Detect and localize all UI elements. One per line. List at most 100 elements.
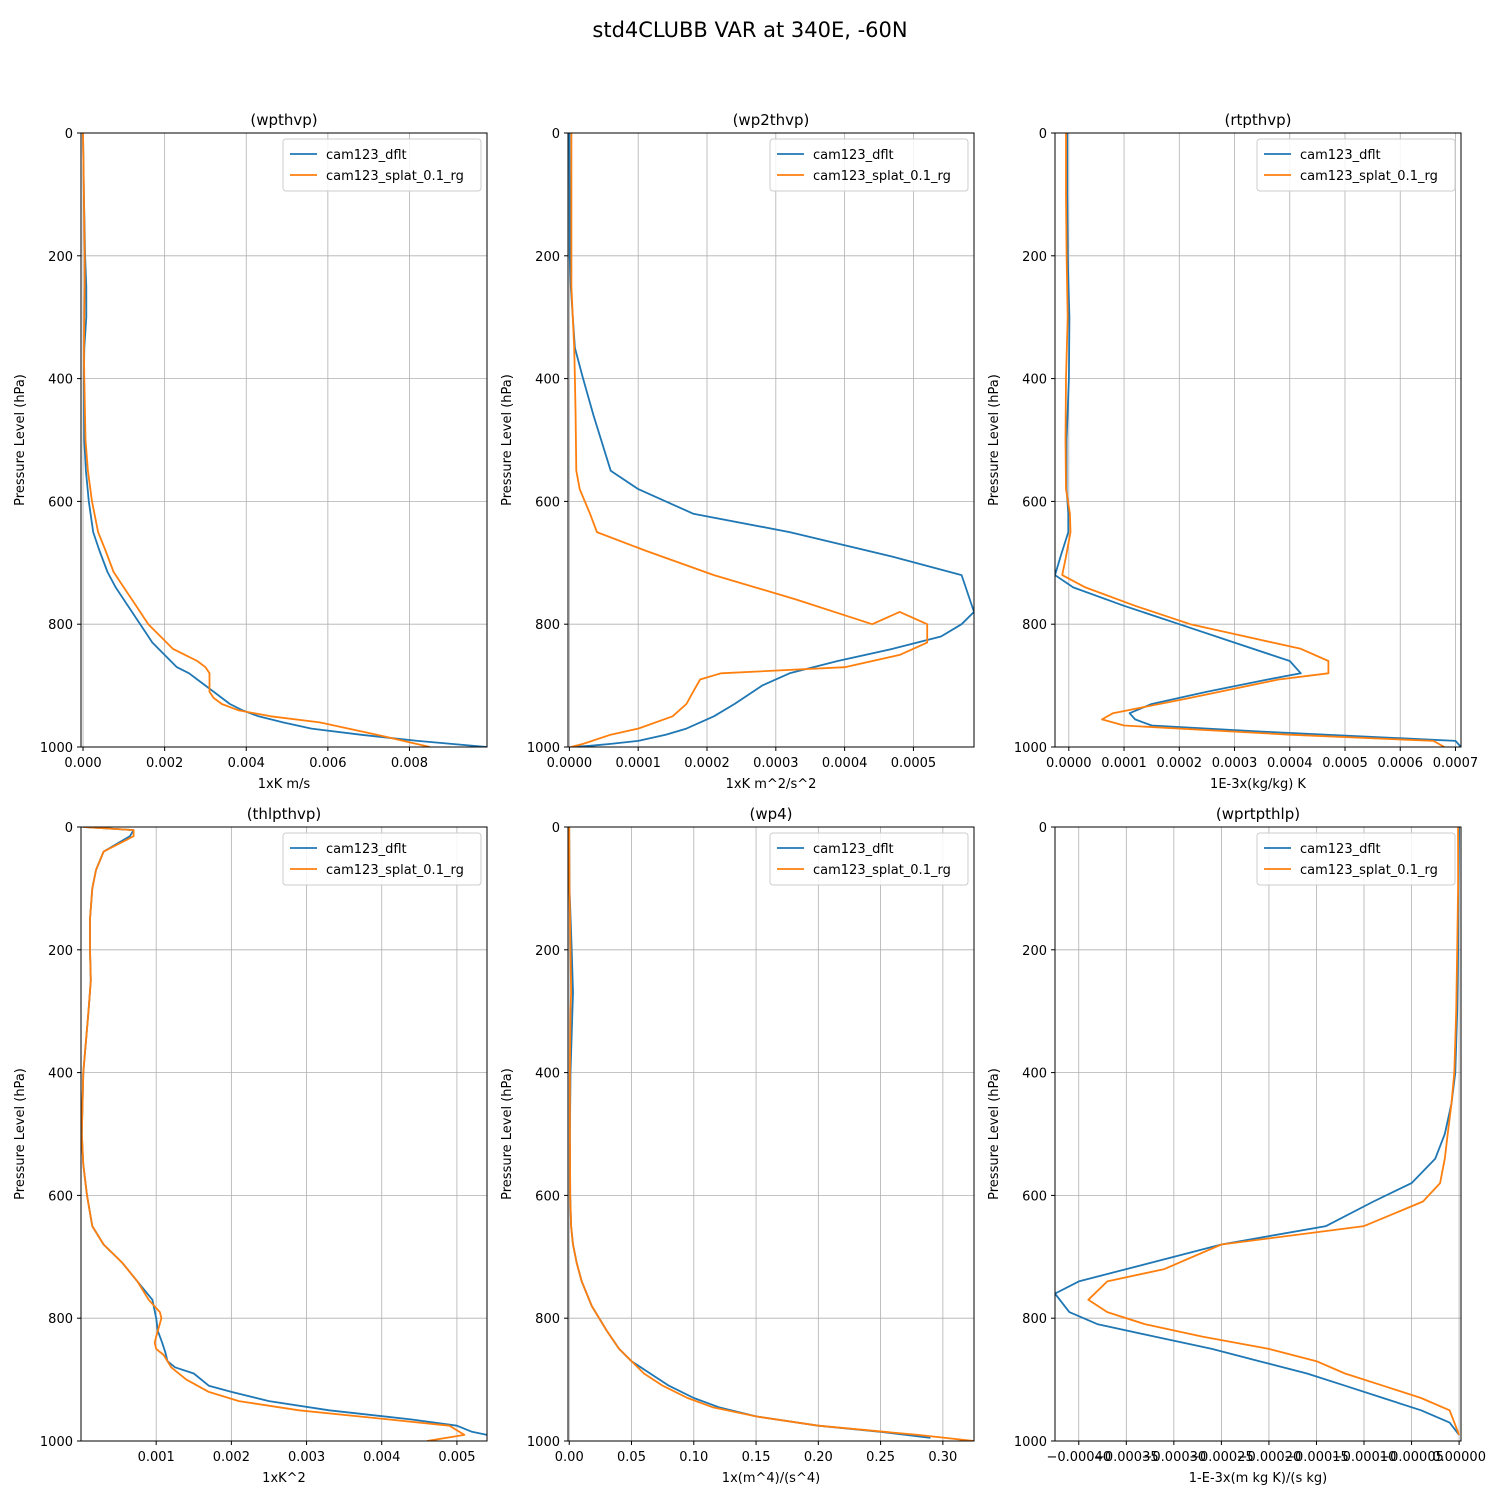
legend-box xyxy=(1256,138,1456,192)
y-axis-label: Pressure Level (hPa) xyxy=(500,1068,515,1200)
y-axis-label: Pressure Level (hPa) xyxy=(13,1068,28,1200)
y-tick-label: 800 xyxy=(1022,1312,1047,1327)
axes-frame xyxy=(1054,826,1462,1442)
y-tick-label: 1000 xyxy=(1014,741,1047,756)
legend-label: cam123_splat_0.1_rg xyxy=(326,863,464,878)
y-axis-label: Pressure Level (hPa) xyxy=(987,1068,1002,1200)
x-tick-label: −0.00010 xyxy=(1332,1450,1397,1465)
y-tick-label: 600 xyxy=(535,495,560,510)
x-axis-label: 1E-3x(kg/kg) K xyxy=(1210,777,1306,792)
y-axis-label: Pressure Level (hPa) xyxy=(13,374,28,506)
legend-label: cam123_splat_0.1_rg xyxy=(1300,863,1438,878)
y-tick-label: 1000 xyxy=(1014,1435,1047,1450)
legend-label: cam123_splat_0.1_rg xyxy=(813,863,951,878)
legend-box xyxy=(1256,832,1456,886)
legend: cam123_dflt cam123_splat_0.1_rg xyxy=(282,138,482,192)
x-tick-label: 0.05 xyxy=(617,1450,646,1465)
x-tick-label: 0.0004 xyxy=(822,756,868,771)
subplot-title: (rtpthvp) xyxy=(1224,111,1291,129)
series-line-cam123-splat xyxy=(82,133,431,747)
x-axis-label: 1xK m^2/s^2 xyxy=(726,777,817,792)
subplot-6: −0.00040−0.00035−0.00030−0.00025−0.00020… xyxy=(987,805,1486,1486)
legend: cam123_dflt cam123_splat_0.1_rg xyxy=(282,832,482,886)
x-tick-label: 0.0003 xyxy=(753,756,799,771)
subplot-5: 0.00 0.05 0.10 0.15 0.20 0.25 0.30 0 200 400 600 80… xyxy=(500,805,975,1486)
legend-label: cam123_dflt xyxy=(326,842,407,857)
y-tick-label: 1000 xyxy=(40,741,73,756)
subplot-3: 0.0000 0.0001 0.0002 0.0003 0.0004 0.0005 0.00… xyxy=(987,111,1478,792)
x-tick-label: 0.30 xyxy=(928,1450,957,1465)
y-tick-label: 0 xyxy=(552,127,560,142)
y-tick-label: 200 xyxy=(1022,944,1047,959)
y-tick-label: 200 xyxy=(535,250,560,265)
legend: cam123_dflt cam123_splat_0.1_rg xyxy=(1256,138,1456,192)
y-tick-label: 400 xyxy=(1022,1067,1047,1082)
y-tick-label: 1000 xyxy=(527,1435,560,1450)
x-tick-label: 0.0005 xyxy=(1322,756,1368,771)
legend: cam123_dflt cam123_splat_0.1_rg xyxy=(769,832,969,886)
series-line-cam123-splat xyxy=(570,133,929,747)
x-tick-label: −0.00025 xyxy=(1189,1450,1254,1465)
legend-label: cam123_dflt xyxy=(813,842,894,857)
subplot-4: 0.001 0.002 0.003 0.004 0.005 0 200 400 600 800 10… xyxy=(13,805,488,1486)
y-tick-label: 800 xyxy=(48,618,73,633)
y-tick-label: 200 xyxy=(48,250,73,265)
y-tick-label: 0 xyxy=(65,127,73,142)
x-tick-label: 0.0004 xyxy=(1267,756,1313,771)
x-axis-label: 1-E-3x(m kg K)/(s kg) xyxy=(1189,1471,1327,1486)
x-tick-label: 0.004 xyxy=(228,756,265,771)
x-tick-label: 0.008 xyxy=(391,756,428,771)
legend-box xyxy=(282,832,482,886)
x-tick-label: 0.0000 xyxy=(547,756,593,771)
y-tick-label: 400 xyxy=(48,1067,73,1082)
legend-label: cam123_splat_0.1_rg xyxy=(813,169,951,184)
x-tick-label: −0.00015 xyxy=(1284,1450,1349,1465)
x-tick-label: 0.00 xyxy=(555,1450,584,1465)
axes-frame xyxy=(567,826,975,1442)
legend: cam123_dflt cam123_splat_0.1_rg xyxy=(1256,832,1456,886)
legend-label: cam123_splat_0.1_rg xyxy=(1300,169,1438,184)
y-tick-label: 600 xyxy=(48,495,73,510)
x-tick-label: −0.00040 xyxy=(1046,1450,1111,1465)
series-lines xyxy=(1055,133,1461,747)
subplot-title: (wprtpthlp) xyxy=(1216,805,1300,823)
y-tick-label: 0 xyxy=(1039,127,1047,142)
subplot-title: (thlpthvp) xyxy=(247,805,322,823)
x-axis-label: 1xK m/s xyxy=(258,777,311,792)
y-tick-label: 800 xyxy=(1022,618,1047,633)
x-axis-label: 1x(m^4)/(s^4) xyxy=(722,1471,820,1486)
x-tick-label: 0.001 xyxy=(138,1450,175,1465)
y-tick-label: 0 xyxy=(552,821,560,836)
legend: cam123_dflt cam123_splat_0.1_rg xyxy=(769,138,969,192)
x-tick-label: 0.002 xyxy=(146,756,183,771)
y-axis-label: Pressure Level (hPa) xyxy=(500,374,515,506)
axes-frame xyxy=(80,132,488,748)
subplot-title: (wp4) xyxy=(749,805,792,823)
y-tick-label: 400 xyxy=(48,373,73,388)
x-tick-label: 0.0005 xyxy=(891,756,937,771)
y-tick-label: 800 xyxy=(535,1312,560,1327)
x-tick-label: 0.15 xyxy=(742,1450,771,1465)
y-tick-label: 200 xyxy=(535,944,560,959)
y-axis-label: Pressure Level (hPa) xyxy=(987,374,1002,506)
axes-frame xyxy=(1054,132,1462,748)
x-tick-label: 0.0003 xyxy=(1212,756,1258,771)
subplot-title: (wp2thvp) xyxy=(733,111,810,129)
legend-label: cam123_dflt xyxy=(813,148,894,163)
y-tick-label: 600 xyxy=(48,1189,73,1204)
series-lines xyxy=(568,827,974,1441)
subplot-title: (wpthvp) xyxy=(250,111,317,129)
x-tick-label: 0.002 xyxy=(213,1450,250,1465)
y-tick-label: 0 xyxy=(65,821,73,836)
axes-frame xyxy=(567,132,975,748)
series-lines xyxy=(568,133,974,747)
x-tick-label: 0.20 xyxy=(804,1450,833,1465)
x-tick-label: 0.0001 xyxy=(1101,756,1147,771)
figure-title: std4CLUBB VAR at 340E, -60N xyxy=(592,18,907,42)
y-tick-label: 1000 xyxy=(40,1435,73,1450)
x-tick-label: −0.00035 xyxy=(1094,1450,1159,1465)
x-tick-label: 0.0002 xyxy=(684,756,730,771)
x-tick-label: 0.0007 xyxy=(1433,756,1479,771)
y-tick-label: 800 xyxy=(48,1312,73,1327)
